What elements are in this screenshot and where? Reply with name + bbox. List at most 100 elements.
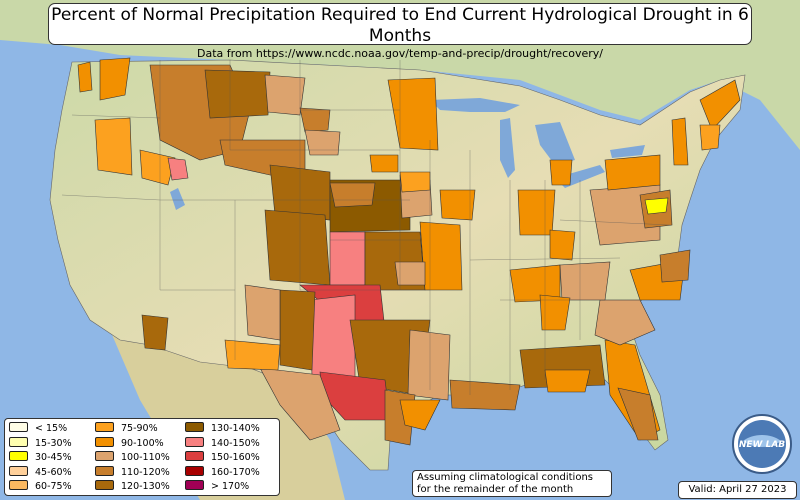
region-nm-central bbox=[279, 289, 316, 371]
region-tn-east bbox=[559, 261, 611, 301]
region-wa-cascades bbox=[99, 57, 131, 101]
lake-superior bbox=[430, 98, 520, 112]
region-ok-ne bbox=[394, 261, 426, 286]
region-mt-east bbox=[264, 74, 306, 116]
region-md-yellow bbox=[644, 197, 669, 215]
legend-swatch bbox=[9, 436, 28, 447]
legend-item: 45-60% bbox=[9, 465, 72, 478]
legend-label: 120-130% bbox=[121, 481, 170, 492]
legend-label: 110-120% bbox=[121, 466, 170, 478]
region-id-red bbox=[167, 157, 189, 181]
legend-item: 75-90% bbox=[95, 422, 158, 434]
region-az-se bbox=[224, 339, 281, 371]
legend-swatch bbox=[95, 422, 114, 432]
region-sd bbox=[304, 129, 341, 156]
region-mt-central bbox=[204, 69, 271, 119]
assumption-note: Assuming climatological conditions for t… bbox=[412, 470, 612, 497]
legend-swatch bbox=[95, 465, 114, 476]
legend-item: 30-45% bbox=[9, 451, 72, 463]
legend-swatch bbox=[95, 436, 114, 447]
region-or-east bbox=[94, 117, 133, 176]
lake-michigan bbox=[500, 118, 515, 178]
valid-date: Valid: April 27 2023 bbox=[678, 481, 797, 499]
map-subtitle: Data from https://www.ncdc.noaa.gov/temp… bbox=[197, 47, 603, 60]
note-line-2: for the remainder of the month bbox=[417, 484, 574, 495]
legend-swatch bbox=[185, 480, 204, 490]
region-mn-north bbox=[387, 77, 439, 151]
region-mo bbox=[419, 221, 463, 291]
title-box: Percent of Normal Precipitation Required… bbox=[48, 3, 752, 60]
legend-swatch bbox=[185, 451, 204, 461]
region-la-ms-coast bbox=[449, 379, 521, 411]
legend-item: 140-150% bbox=[185, 436, 260, 449]
newlab-logo-icon: NEW LAB bbox=[732, 414, 792, 474]
legend-swatch bbox=[9, 480, 28, 490]
legend-label: 140-150% bbox=[211, 437, 260, 449]
region-in bbox=[517, 189, 556, 236]
region-al-north bbox=[539, 294, 571, 331]
great-salt-lake bbox=[170, 188, 185, 210]
legend-label: < 15% bbox=[35, 423, 68, 434]
legend-label: 130-140% bbox=[211, 423, 260, 434]
region-sd-west bbox=[299, 107, 331, 133]
region-nm-tx bbox=[309, 294, 356, 379]
region-ne-west bbox=[329, 182, 376, 208]
legend-item: 150-160% bbox=[185, 451, 260, 463]
legend: < 15% 15-30% 30-45% 45-60% 60-75% 75-90% 90-10… bbox=[4, 418, 280, 496]
region-fl-south bbox=[617, 387, 659, 441]
region-tx-west bbox=[259, 367, 341, 441]
legend-label: 150-160% bbox=[211, 452, 260, 463]
legend-swatch bbox=[9, 422, 28, 432]
legend-label: 160-170% bbox=[211, 466, 260, 478]
legend-label: 30-45% bbox=[35, 452, 72, 463]
region-wa-coast bbox=[77, 61, 93, 93]
legend-swatch bbox=[95, 480, 114, 490]
legend-swatch bbox=[185, 465, 204, 476]
logo-text: NEW LAB bbox=[739, 440, 785, 450]
legend-label: 15-30% bbox=[35, 437, 72, 449]
region-nc-coast bbox=[659, 249, 691, 283]
region-id-south bbox=[139, 149, 176, 186]
legend-item: 110-120% bbox=[95, 465, 170, 478]
region-ia-east bbox=[439, 189, 476, 221]
legend-item: 130-140% bbox=[185, 422, 260, 434]
legend-item: 90-100% bbox=[95, 436, 164, 449]
legend-label: 90-100% bbox=[121, 437, 164, 449]
legend-label: 45-60% bbox=[35, 466, 72, 478]
legend-item: 60-75% bbox=[9, 480, 72, 492]
region-mn-south bbox=[369, 154, 399, 173]
legend-swatch bbox=[185, 422, 204, 432]
region-mi-south bbox=[549, 159, 573, 186]
legend-item: 100-110% bbox=[95, 451, 170, 463]
region-pa bbox=[604, 154, 661, 191]
legend-swatch bbox=[95, 451, 114, 461]
region-ia-nw bbox=[399, 171, 431, 193]
region-ma bbox=[699, 124, 721, 151]
legend-label: 75-90% bbox=[121, 423, 158, 434]
state-boundaries bbox=[61, 60, 671, 395]
region-me bbox=[699, 79, 741, 131]
map-title: Percent of Normal Precipitation Required… bbox=[51, 5, 749, 46]
legend-label: 60-75% bbox=[35, 481, 72, 492]
legend-item: 120-130% bbox=[95, 480, 170, 492]
region-co-south bbox=[264, 209, 331, 286]
lake-huron bbox=[535, 122, 575, 165]
lake-ontario bbox=[610, 145, 645, 158]
legend-swatch bbox=[9, 465, 28, 476]
region-fl-panhandle bbox=[544, 369, 591, 393]
mexico bbox=[110, 330, 345, 500]
legend-item: 160-170% bbox=[185, 465, 260, 478]
legend-label: > 170% bbox=[211, 481, 250, 492]
legend-swatch bbox=[185, 436, 204, 447]
region-tx-coast bbox=[399, 399, 441, 431]
legend-item: > 170% bbox=[185, 480, 249, 492]
region-nm-west bbox=[244, 284, 281, 341]
legend-label: 100-110% bbox=[121, 452, 170, 463]
region-ky bbox=[549, 229, 576, 261]
legend-item: 15-30% bbox=[9, 436, 72, 449]
region-ca-south bbox=[141, 314, 169, 351]
legend-swatch bbox=[9, 451, 28, 461]
legend-item: < 15% bbox=[9, 422, 67, 434]
region-ny-east bbox=[671, 117, 689, 166]
